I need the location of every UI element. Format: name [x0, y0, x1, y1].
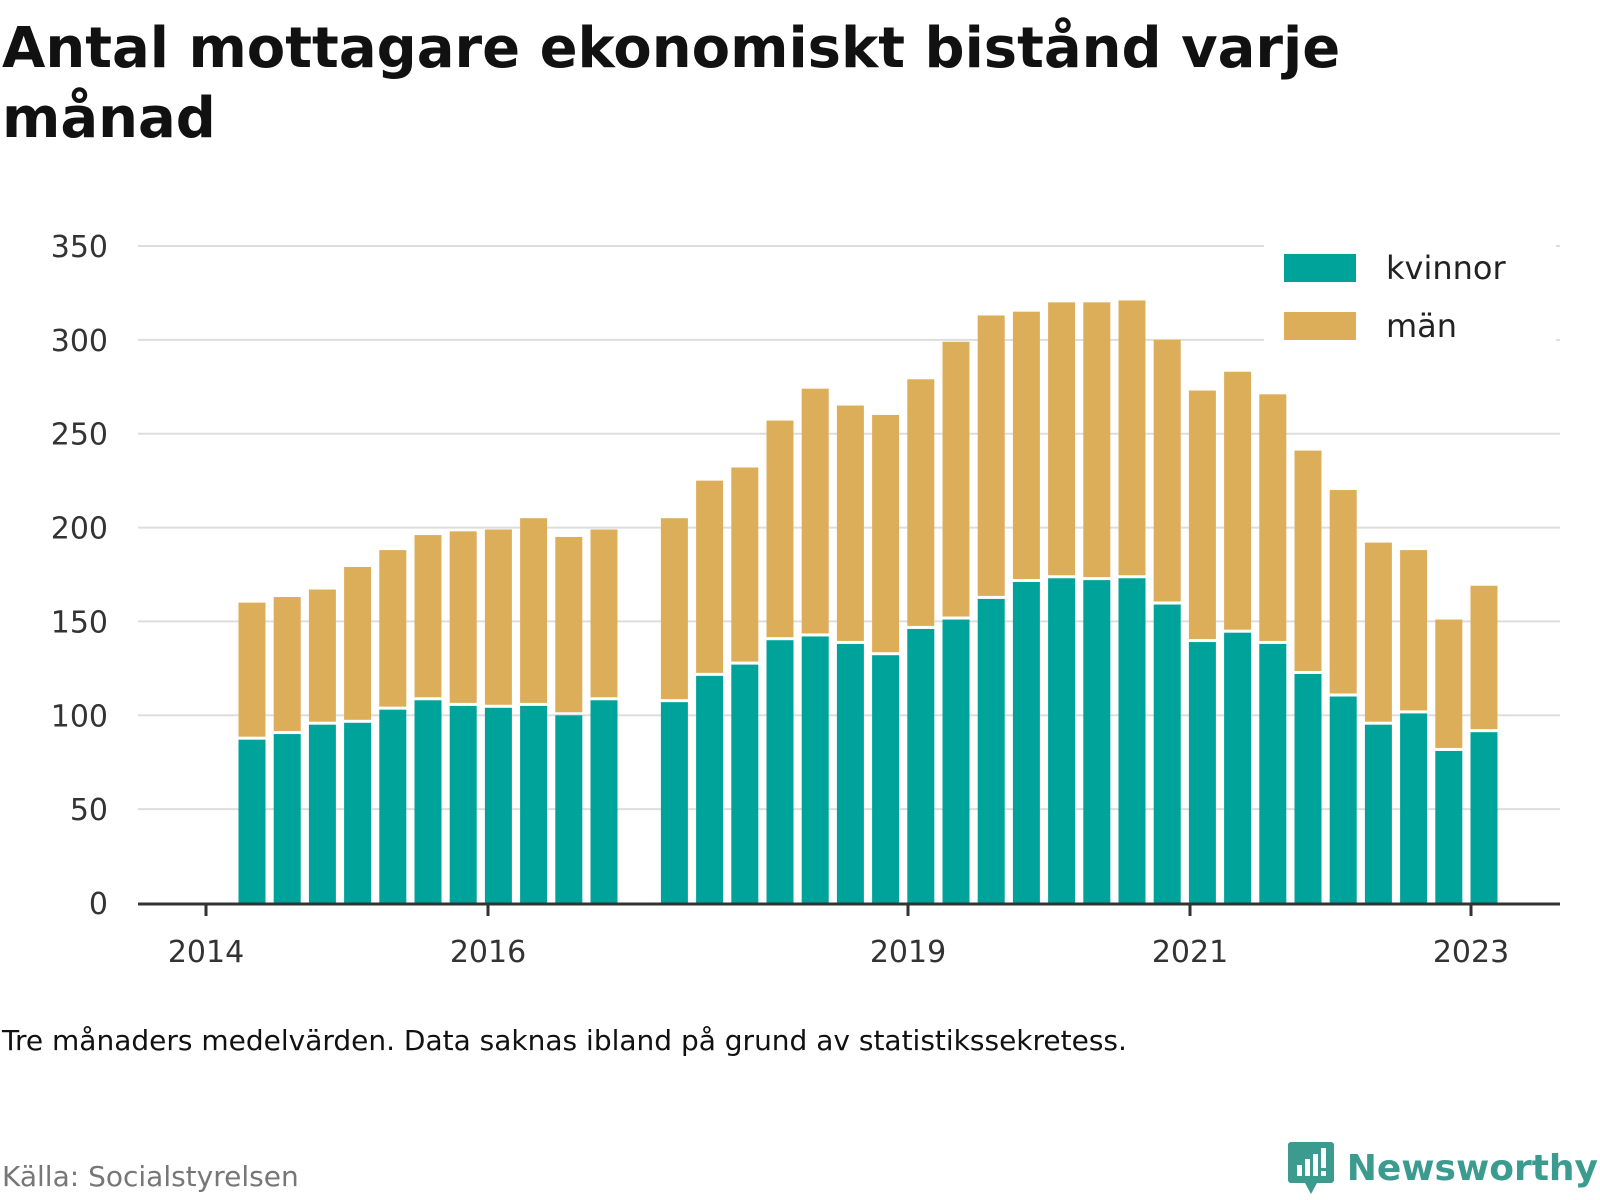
- brand-logo[interactable]: Newsworthy: [1287, 1138, 1598, 1198]
- bar-man: [1118, 300, 1146, 576]
- bar-man: [766, 420, 794, 638]
- legend-label[interactable]: kvinnor: [1386, 249, 1507, 287]
- bar-kvinnor: [1153, 604, 1181, 903]
- legend[interactable]: kvinnor män: [1264, 240, 1556, 345]
- bar-kvinnor: [590, 700, 618, 903]
- bar-kvinnor: [907, 628, 935, 903]
- bar-kvinnor: [238, 739, 266, 903]
- bars: [238, 300, 1498, 903]
- bar-kvinnor: [766, 640, 794, 903]
- bar-man: [872, 414, 900, 653]
- bar-kvinnor: [308, 724, 336, 903]
- bar-man: [1048, 302, 1076, 576]
- bar-man: [1400, 550, 1428, 711]
- bar-man: [1470, 585, 1498, 730]
- bar-kvinnor: [1294, 673, 1322, 903]
- legend-swatch[interactable]: [1284, 254, 1356, 282]
- bar-kvinnor: [1400, 713, 1428, 903]
- bar-man: [1012, 311, 1040, 580]
- bar-man: [379, 550, 407, 707]
- newsworthy-logo-icon: [1287, 1142, 1334, 1194]
- bar-man: [731, 467, 759, 662]
- bar-kvinnor: [1259, 643, 1287, 903]
- bar-kvinnor: [1435, 750, 1463, 903]
- bar-kvinnor: [1224, 632, 1252, 903]
- bar-kvinnor: [273, 734, 301, 903]
- x-axis-ticks: 2014 2016 2019 2021 2023: [168, 904, 1509, 970]
- bar-kvinnor: [520, 705, 548, 903]
- bar-man: [942, 341, 970, 617]
- chart-title: Antal mottagare ekonomiskt bistånd varje…: [2, 16, 1341, 151]
- x-tick-label: 2019: [870, 935, 946, 970]
- bar-kvinnor: [1012, 582, 1040, 903]
- bar-kvinnor: [801, 636, 829, 903]
- bar-kvinnor: [414, 700, 442, 903]
- bar-man: [1224, 371, 1252, 630]
- bar-man: [907, 379, 935, 626]
- y-tick-label: 350: [51, 230, 108, 265]
- bar-man: [660, 518, 688, 700]
- y-tick-label: 0: [89, 887, 108, 922]
- bar-man: [1083, 302, 1111, 578]
- y-axis-ticks: 0 50 100 150 200 250 300 350: [51, 230, 108, 922]
- bar-kvinnor: [449, 705, 477, 903]
- y-tick-label: 300: [51, 324, 108, 359]
- bar-man: [836, 405, 864, 641]
- bar-man: [273, 597, 301, 732]
- bar-man: [449, 531, 477, 703]
- bar-kvinnor: [344, 722, 372, 903]
- bar-man: [308, 589, 336, 722]
- brand-name: Newsworthy: [1346, 1147, 1598, 1189]
- x-tick-label: 2021: [1152, 935, 1228, 970]
- bar-kvinnor: [1048, 578, 1076, 903]
- x-tick-label: 2014: [168, 935, 244, 970]
- bar-kvinnor: [1364, 724, 1392, 903]
- bar-man: [1259, 394, 1287, 641]
- bar-man: [1435, 619, 1463, 748]
- bar-man: [1188, 390, 1216, 640]
- bar-man: [696, 480, 724, 673]
- y-tick-label: 150: [51, 605, 108, 640]
- bar-kvinnor: [555, 715, 583, 903]
- bar-man: [414, 535, 442, 698]
- bar-kvinnor: [731, 664, 759, 903]
- bar-man: [520, 518, 548, 703]
- bar-kvinnor: [1083, 580, 1111, 903]
- chart-note: Tre månaders medelvärden. Data saknas ib…: [2, 1024, 1127, 1057]
- bar-man: [977, 315, 1005, 596]
- bar-man: [801, 388, 829, 634]
- x-tick-label: 2023: [1433, 935, 1509, 970]
- bar-kvinnor: [942, 619, 970, 903]
- legend-label[interactable]: män: [1386, 307, 1457, 345]
- bar-kvinnor: [1470, 732, 1498, 903]
- bar-kvinnor: [836, 643, 864, 903]
- y-tick-label: 200: [51, 512, 108, 547]
- bar-man: [484, 529, 512, 705]
- bar-man: [1153, 339, 1181, 602]
- bar-kvinnor: [379, 709, 407, 903]
- bar-man: [1364, 542, 1392, 722]
- bar-kvinnor: [977, 598, 1005, 903]
- bar-kvinnor: [1118, 578, 1146, 903]
- bar-man: [344, 566, 372, 720]
- y-tick-label: 50: [70, 793, 108, 828]
- bar-man: [1294, 450, 1322, 671]
- bar-kvinnor: [872, 655, 900, 903]
- bar-kvinnor: [660, 702, 688, 903]
- legend-swatch[interactable]: [1284, 312, 1356, 340]
- bar-kvinnor: [1329, 696, 1357, 903]
- y-tick-label: 100: [51, 699, 108, 734]
- bar-kvinnor: [696, 675, 724, 903]
- bar-man: [1329, 490, 1357, 694]
- bar-man: [555, 536, 583, 713]
- bar-man: [590, 529, 618, 698]
- x-tick-label: 2016: [450, 935, 526, 970]
- bar-kvinnor: [484, 707, 512, 903]
- bar-kvinnor: [1188, 642, 1216, 903]
- y-tick-label: 250: [51, 418, 108, 453]
- bar-man: [238, 602, 266, 737]
- source-credit: Källa: Socialstyrelsen: [2, 1160, 299, 1193]
